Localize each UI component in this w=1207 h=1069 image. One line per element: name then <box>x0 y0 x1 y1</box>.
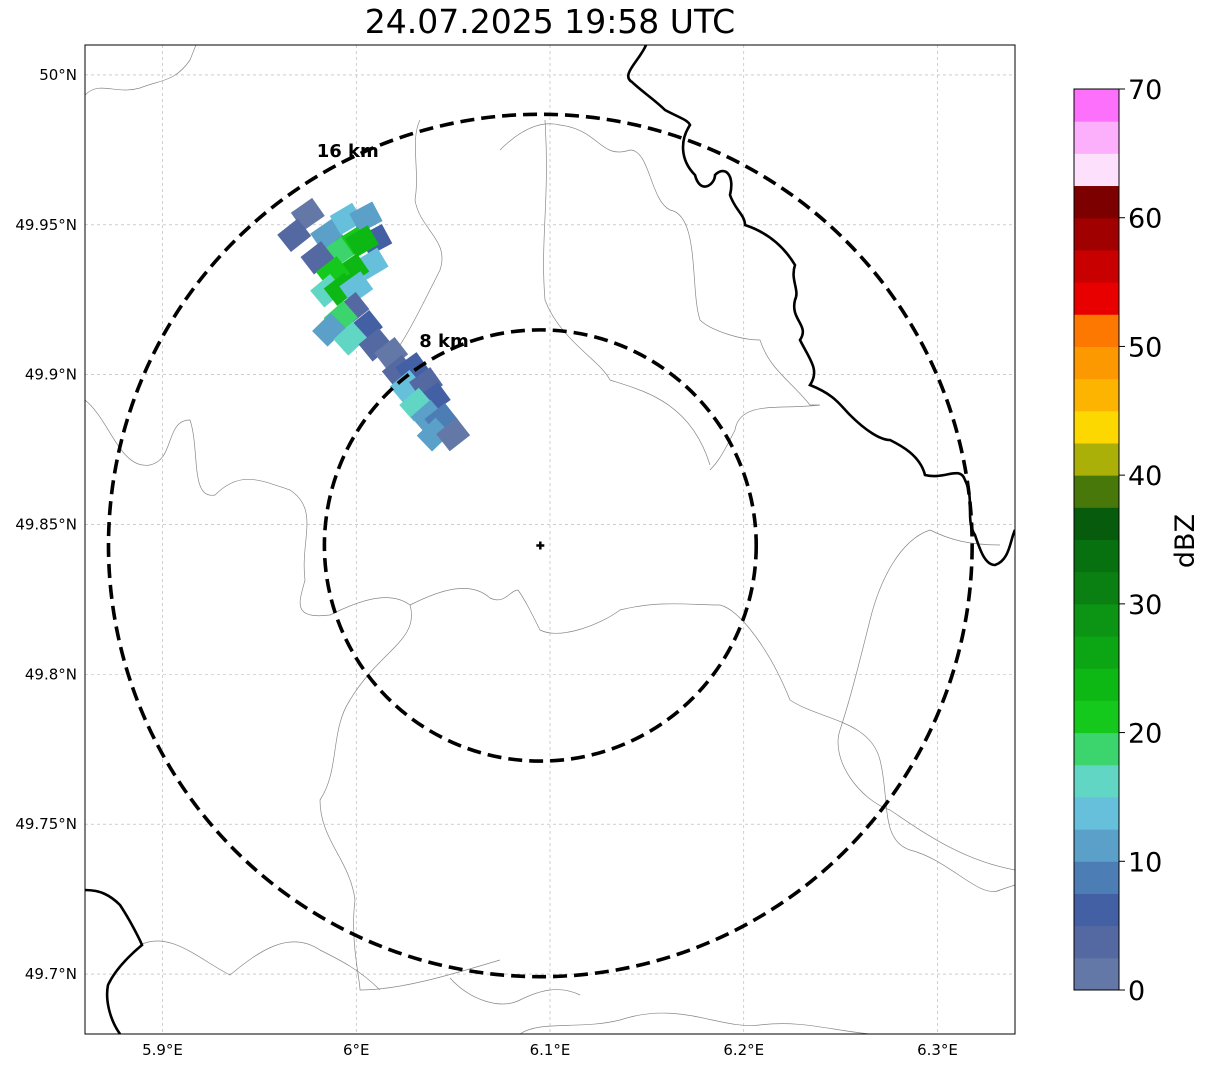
boundary-line <box>543 119 711 466</box>
border-line <box>627 45 1015 567</box>
echo-gate <box>277 218 312 253</box>
colorbar-step <box>1074 378 1119 412</box>
colorbar-step <box>1074 217 1119 251</box>
boundary-line <box>399 119 443 346</box>
range-ring-label: 8 km <box>419 331 469 352</box>
latitude-ticks: 50°N 49.95°N 49.9°N 49.85°N 49.8°N 49.75°N 49.… <box>15 66 77 983</box>
range-ring <box>322 328 759 763</box>
colorbar-step <box>1074 314 1119 347</box>
colorbar-step <box>1074 282 1119 315</box>
colorbar-step <box>1074 893 1119 927</box>
colorbar-ticks: 0 10 20 30 40 50 60 70 <box>1119 75 1162 1007</box>
lat-tick-label: 49.9°N <box>25 366 77 384</box>
boundary-line <box>139 940 381 991</box>
colorbar-step <box>1074 571 1119 605</box>
colorbar-step <box>1074 185 1119 219</box>
lat-tick-label: 49.85°N <box>15 516 77 534</box>
colorbar-step <box>1074 636 1119 669</box>
graticule <box>85 45 1015 1034</box>
echo-gate <box>349 201 383 234</box>
longitude-ticks: 5.9°E 6°E 6.1°E 6.2°E 6.3°E <box>142 1041 958 1059</box>
colorbar-frame <box>1073 88 1120 991</box>
boundary-line <box>85 45 197 96</box>
colorbar-step <box>1074 861 1119 894</box>
lon-tick-label: 6°E <box>343 1041 370 1059</box>
colorbar-tick-label: 10 <box>1128 847 1162 878</box>
echo-gate <box>416 417 451 452</box>
echo-gate <box>399 387 434 422</box>
lat-tick-label: 49.75°N <box>15 815 77 833</box>
colorbar-step <box>1074 410 1119 444</box>
radar-site-marker <box>536 541 545 550</box>
reflectivity-echoes <box>277 197 471 452</box>
lat-tick-label: 49.8°N <box>25 665 77 683</box>
colorbar-label: dBZ <box>1170 514 1201 568</box>
colorbar-step <box>1074 507 1119 540</box>
colorbar-tick-label: 60 <box>1128 204 1162 235</box>
colorbar-step <box>1074 925 1119 959</box>
map-frame <box>84 44 1016 1035</box>
echo-gate <box>436 417 471 452</box>
lon-tick-label: 6.3°E <box>917 1041 958 1059</box>
colorbar-scale <box>1074 89 1119 991</box>
colorbar-tick-label: 50 <box>1128 332 1162 363</box>
colorbar-tick-label: 20 <box>1128 719 1162 750</box>
colorbar-step <box>1074 153 1119 187</box>
colorbar-step <box>1074 121 1119 154</box>
colorbar-step <box>1074 539 1119 573</box>
lat-tick-label: 49.7°N <box>25 965 77 983</box>
colorbar-tick-label: 0 <box>1128 976 1145 1007</box>
boundary-line <box>85 399 501 991</box>
boundary-line <box>499 123 821 471</box>
range-ring-label: 16 km <box>317 141 379 162</box>
colorbar-step <box>1074 829 1119 862</box>
echo-gate <box>300 241 335 275</box>
echo-gate <box>333 321 368 356</box>
boundary-line <box>449 977 581 1005</box>
echo-gate <box>374 337 409 371</box>
colorbar-step <box>1074 442 1119 476</box>
colorbar-step <box>1074 796 1119 830</box>
colorbar-step <box>1074 957 1119 991</box>
echo-gate <box>339 271 374 305</box>
range-ring <box>106 112 974 979</box>
lon-tick-label: 6.1°E <box>530 1041 571 1059</box>
lat-tick-label: 50°N <box>39 66 77 84</box>
echo-gate <box>358 327 393 362</box>
boundary-line <box>929 529 1001 546</box>
map-title: 24.07.2025 19:58 UTC <box>364 2 736 41</box>
echo-gate <box>345 225 379 258</box>
admin-boundaries <box>85 45 1015 1034</box>
colorbar-step <box>1074 668 1119 701</box>
border-line <box>85 888 144 1034</box>
boundary-line <box>837 529 1015 871</box>
boundary-line <box>409 588 1015 892</box>
colorbar-step <box>1074 732 1119 766</box>
colorbar-step <box>1074 89 1119 122</box>
colorbar-step <box>1074 764 1119 798</box>
colorbar-tick-label: 40 <box>1128 461 1162 492</box>
lat-tick-label: 49.95°N <box>15 216 77 234</box>
colorbar-step <box>1074 475 1119 508</box>
colorbar-step <box>1074 700 1119 734</box>
colorbar-step <box>1074 346 1119 380</box>
boundary-line <box>519 1012 871 1034</box>
echo-gate <box>312 312 347 347</box>
colorbar-step <box>1074 603 1119 637</box>
range-rings: 8 km 16 km <box>106 112 974 979</box>
national-borders <box>85 45 1015 1034</box>
colorbar-tick-label: 30 <box>1128 590 1162 621</box>
lon-tick-label: 6.2°E <box>723 1041 764 1059</box>
lon-tick-label: 5.9°E <box>142 1041 183 1059</box>
colorbar-tick-label: 70 <box>1128 75 1162 106</box>
colorbar-step <box>1074 249 1119 283</box>
